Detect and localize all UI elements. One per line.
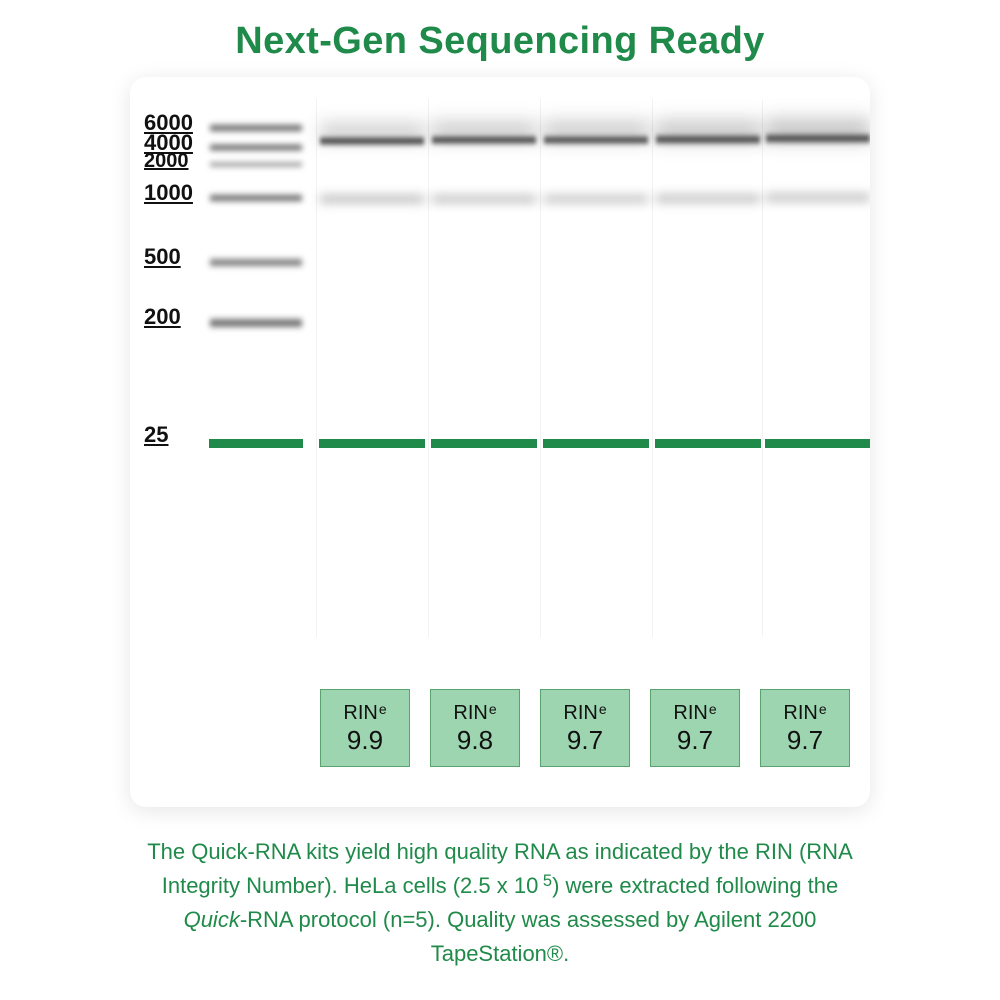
rin-label: RINe [783, 703, 826, 723]
lane-divider [316, 99, 317, 637]
lane-divider [762, 99, 763, 637]
rin-value: 9.7 [567, 727, 603, 753]
lane-divider [428, 99, 429, 637]
rin-box: RINe 9.8 [430, 689, 520, 767]
rin-box: RINe 9.7 [760, 689, 850, 767]
sample-lane [320, 99, 424, 637]
sample-lane [656, 99, 760, 637]
lane-divider [540, 99, 541, 637]
rin-value: 9.8 [457, 727, 493, 753]
sample-lane [544, 99, 648, 637]
green-marker-band [765, 439, 870, 448]
caption-exp: 5 [538, 872, 552, 890]
sample-lane [766, 99, 870, 637]
gel-band [432, 134, 536, 146]
gel-band [320, 135, 424, 147]
gel-band [210, 193, 302, 203]
lane-divider [652, 99, 653, 637]
gel-band [766, 191, 870, 204]
rin-label: RINe [673, 703, 716, 723]
green-marker-band [319, 439, 425, 448]
green-marker-band [431, 439, 537, 448]
rin-box: RINe 9.7 [650, 689, 740, 767]
rin-value: 9.9 [347, 727, 383, 753]
ladder-label: 500 [144, 246, 181, 268]
gel-band [656, 192, 760, 205]
gel-band [210, 317, 302, 329]
rin-label: RINe [453, 703, 496, 723]
gel-band [544, 134, 648, 146]
rin-box: RINe 9.9 [320, 689, 410, 767]
page-title: Next-Gen Sequencing Ready [235, 20, 764, 63]
ladder-label: 2000 [144, 151, 189, 171]
rin-label: RINe [563, 703, 606, 723]
gel-band [210, 143, 302, 152]
ladder-lane [210, 99, 302, 637]
rin-row: RINe 9.9 RINe 9.8 RINe 9.7 RINe 9.7 RINe 9.7 [320, 689, 850, 767]
gel-panel: 600040002000100050020025 RINe9.9RINe9.8R… [130, 77, 870, 807]
ladder-label: 1000 [144, 182, 193, 204]
caption: The Quick-RNA kits yield high quality RN… [147, 835, 853, 971]
green-marker-band [655, 439, 761, 448]
caption-line2b: ) were extracted following the [552, 873, 838, 898]
gel-band [210, 257, 302, 268]
rin-value: 9.7 [677, 727, 713, 753]
ladder-label: 25 [144, 424, 168, 446]
green-marker-band [543, 439, 649, 448]
sample-lane [432, 99, 536, 637]
panel-inner: 600040002000100050020025 RINe9.9RINe9.8R… [130, 77, 870, 807]
gel-band [320, 193, 424, 205]
ladder-label: 200 [144, 306, 181, 328]
gel-band [766, 132, 870, 145]
gel-band [432, 193, 536, 205]
rin-value: 9.7 [787, 727, 823, 753]
green-marker-band [209, 439, 303, 448]
gel-band [210, 161, 302, 168]
caption-line1: The Quick-RNA kits yield high quality RN… [147, 839, 853, 864]
caption-line2a: Integrity Number). HeLa cells (2.5 x 10 [162, 873, 539, 898]
gel-area: 600040002000100050020025 [130, 99, 870, 637]
caption-line3b: -RNA protocol (n=5). Quality was assesse… [240, 907, 817, 932]
gel-band [656, 133, 760, 146]
rin-box: RINe 9.7 [540, 689, 630, 767]
rin-label: RINe [343, 703, 386, 723]
caption-line4: TapeStation®. [431, 941, 570, 966]
caption-italic: Quick [184, 907, 240, 932]
gel-band [544, 193, 648, 205]
gel-band [210, 123, 302, 133]
